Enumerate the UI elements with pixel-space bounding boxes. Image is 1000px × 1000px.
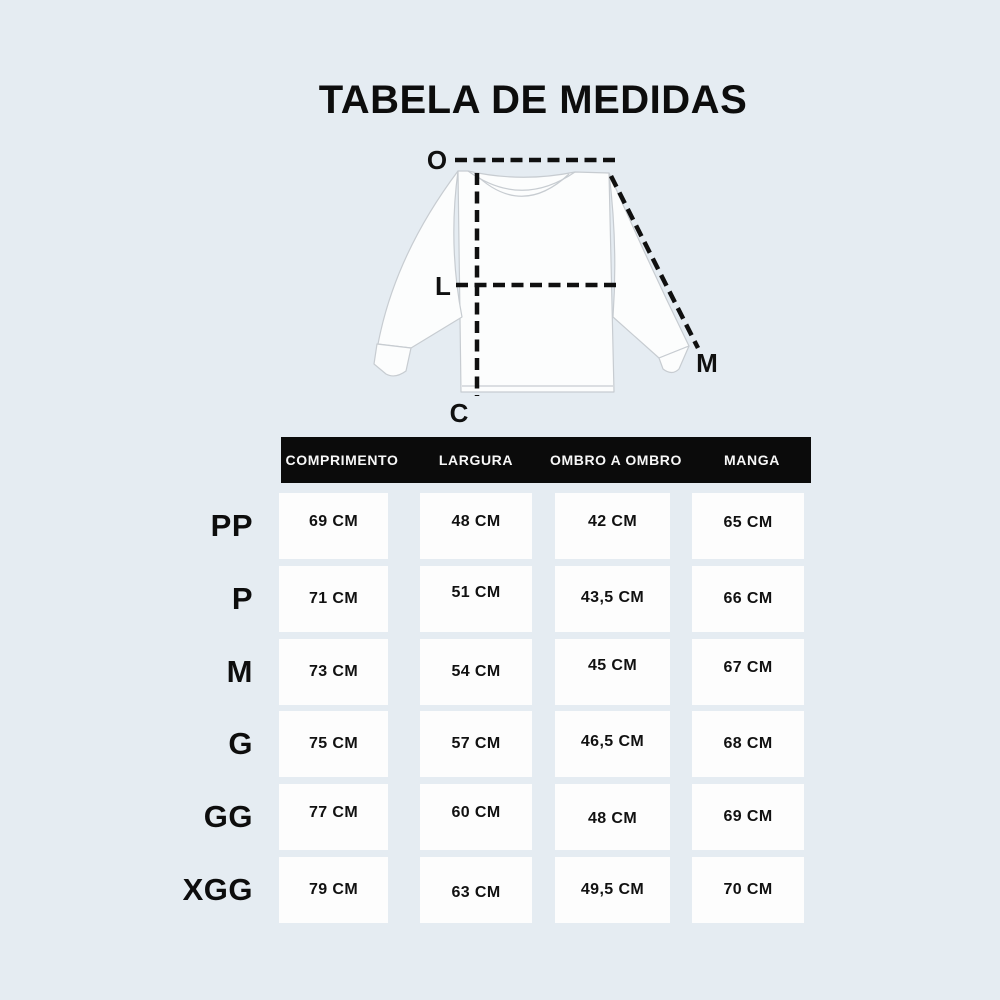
table-cell: 66 CM [692, 566, 804, 632]
table-cell: 60 CM [420, 784, 532, 850]
table-cell: 49,5 CM [555, 857, 670, 923]
table-cell: 63 CM [420, 857, 532, 923]
garment-diagram: O L C M [373, 145, 718, 428]
size-label: P [231, 581, 253, 616]
table-cell: 71 CM [279, 566, 388, 632]
measurement-value: 69 CM [308, 513, 359, 530]
measurement-value: 66 CM [723, 590, 773, 607]
sleeve-measure-line [608, 174, 701, 350]
table-cell: 45 CM [555, 639, 670, 705]
column-header-ombro-a-ombro: OMBRO A OMBRO [550, 452, 682, 468]
size-label: XGG [182, 872, 253, 907]
measurement-value: 54 CM [451, 663, 501, 680]
table-cell: 79 CM [279, 857, 388, 923]
page-title: TABELA DE MEDIDAS [318, 78, 748, 122]
table-row: PP 69 CM 48 CM 42 CM 65 CM [0, 493, 1000, 559]
table-row: XGG 79 CM 63 CM 49,5 CM 70 CM [0, 857, 1000, 923]
table-cell: 68 CM [692, 711, 804, 777]
measure-label-length: C [450, 398, 469, 428]
measurement-value: 65 CM [723, 514, 773, 531]
measurement-value: 79 CM [308, 881, 359, 898]
table-row: GG 77 CM 60 CM 48 CM 69 CM [0, 784, 1000, 850]
table-header: COMPRIMENTO LARGURA OMBRO A OMBRO MANGA [281, 437, 811, 483]
table-cell: 67 CM [692, 639, 804, 705]
table-cell: 75 CM [279, 711, 388, 777]
measurement-value: 42 CM [587, 513, 638, 530]
table-cell: 51 CM [420, 566, 532, 632]
measurement-value: 69 CM [723, 808, 773, 825]
measurement-value: 48 CM [587, 810, 638, 827]
measurement-value: 60 CM [451, 804, 501, 821]
measurement-value: 67 CM [723, 659, 773, 676]
table-cell: 69 CM [279, 493, 388, 559]
measurement-value: 57 CM [451, 735, 501, 752]
measurement-value: 77 CM [308, 804, 359, 821]
table-cell: 77 CM [279, 784, 388, 850]
measurement-value: 71 CM [308, 590, 359, 607]
measure-label-sleeve: M [696, 348, 718, 378]
table-cell: 46,5 CM [555, 711, 670, 777]
table-cell: 48 CM [555, 784, 670, 850]
measurement-value: 43,5 CM [580, 589, 645, 606]
measurement-value: 68 CM [723, 735, 773, 752]
collar-seams [462, 170, 613, 387]
measurement-value: 46,5 CM [580, 733, 645, 750]
table-cell: 48 CM [420, 493, 532, 559]
table-cell: 54 CM [420, 639, 532, 705]
table-cell: 43,5 CM [555, 566, 670, 632]
measurement-value: 51 CM [451, 584, 501, 601]
table-cell: 65 CM [692, 493, 804, 559]
measurement-value: 63 CM [451, 884, 501, 901]
table-row: P 71 CM 51 CM 43,5 CM 66 CM [0, 566, 1000, 632]
table-row: M 73 CM 54 CM 45 CM 67 CM [0, 639, 1000, 705]
measurement-value: 73 CM [308, 663, 359, 680]
measure-label-shoulder: O [427, 145, 447, 175]
column-header-manga: MANGA [724, 452, 780, 468]
measure-label-width: L [435, 271, 451, 301]
table-cell: 57 CM [420, 711, 532, 777]
size-label: M [226, 654, 253, 689]
measurement-value: 75 CM [308, 735, 359, 752]
measurement-value: 49,5 CM [580, 881, 645, 898]
column-header-largura: LARGURA [438, 452, 514, 468]
table-cell: 70 CM [692, 857, 804, 923]
measurement-value: 70 CM [723, 881, 773, 898]
measurement-value: 48 CM [451, 513, 501, 530]
size-label: G [228, 726, 253, 761]
sweatshirt-outline [373, 170, 690, 393]
table-cell: 73 CM [279, 639, 388, 705]
size-label: PP [210, 508, 253, 543]
column-header-comprimento: COMPRIMENTO [285, 452, 399, 468]
table-row: G 75 CM 57 CM 46,5 CM 68 CM [0, 711, 1000, 777]
size-label: GG [203, 799, 253, 834]
table-cell: 42 CM [555, 493, 670, 559]
measurement-value: 45 CM [587, 657, 638, 674]
table-cell: 69 CM [692, 784, 804, 850]
